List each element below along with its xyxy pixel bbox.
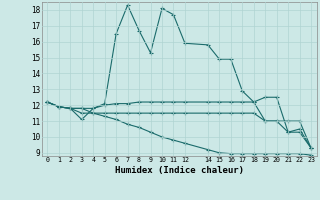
X-axis label: Humidex (Indice chaleur): Humidex (Indice chaleur) [115, 166, 244, 175]
